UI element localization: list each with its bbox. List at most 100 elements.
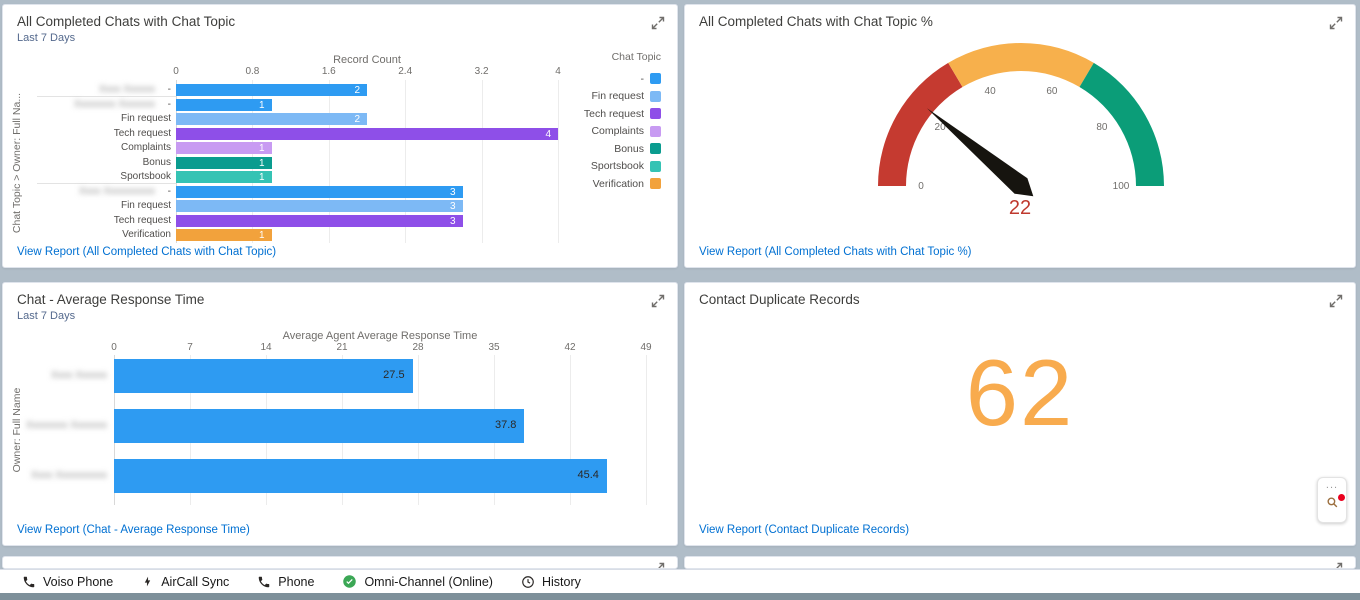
lightning-icon: [141, 575, 154, 588]
gauge-needle: [927, 108, 1034, 197]
owner-name-blurred: Xxxx Xxxxxx: [98, 84, 155, 95]
utility-item-label: Voiso Phone: [43, 574, 114, 589]
expand-icon[interactable]: [649, 560, 667, 568]
docked-utility-widget[interactable]: ...: [1317, 477, 1347, 523]
value-axis-title: Average Agent Average Response Time: [282, 330, 478, 342]
topic-label: -: [167, 185, 171, 197]
bar[interactable]: [176, 171, 272, 183]
legend-swatch: [650, 178, 661, 190]
expand-icon: [658, 562, 665, 568]
utility-bar: Voiso Phone AirCall Sync Phone Omni-Channel…: [0, 569, 1360, 593]
topic-label: Tech request: [113, 214, 171, 226]
panel-title: Chat - Average Response Time: [17, 292, 205, 307]
bar[interactable]: [176, 156, 272, 169]
view-report-link[interactable]: View Report (All Completed Chats with Ch…: [699, 246, 972, 258]
bar[interactable]: [114, 459, 607, 493]
value-axis-title: Record Count: [333, 54, 401, 66]
x-tick-label: 42: [564, 342, 576, 353]
x-tick-label: 0: [111, 342, 117, 353]
topic-label: -: [167, 98, 171, 110]
expand-icon[interactable]: [1327, 14, 1345, 32]
bar[interactable]: [176, 229, 272, 241]
bar[interactable]: [176, 200, 463, 212]
utility-item-aircall-sync[interactable]: AirCall Sync: [127, 570, 243, 593]
bar[interactable]: [176, 185, 463, 198]
bottom-strip: [0, 593, 1360, 600]
legend-swatch: [650, 73, 661, 85]
legend-item: Fin request: [591, 88, 661, 106]
gridline: [481, 80, 483, 243]
panel-partial-right: [684, 556, 1356, 569]
x-tick-label: 0: [173, 66, 179, 77]
bar[interactable]: [114, 409, 525, 443]
legend-label: Bonus: [614, 142, 644, 155]
phone-icon: [257, 575, 271, 589]
bar[interactable]: [176, 127, 558, 140]
gauge-tick-label: 40: [985, 86, 997, 97]
bar[interactable]: [114, 359, 413, 393]
legend-label: Fin request: [591, 90, 644, 103]
panel-subtitle: Last 7 Days: [17, 310, 76, 322]
panel-chat-average-response-time: Chat - Average Response Time Last 7 Days…: [2, 282, 678, 546]
phone-icon: [22, 575, 36, 589]
utility-item-history[interactable]: History: [507, 570, 595, 593]
x-tick-label: 3.2: [474, 66, 489, 77]
panel-all-completed-chats-with-chat-topic: All Completed Chats with Chat Topic Last…: [2, 4, 678, 268]
gauge-value: 22: [1008, 197, 1032, 219]
view-report-link[interactable]: View Report (Contact Duplicate Records): [699, 524, 910, 536]
expand-icon[interactable]: [649, 292, 667, 310]
view-report-link[interactable]: View Report (All Completed Chats with Ch…: [17, 246, 277, 258]
panel-subtitle: Last 7 Days: [17, 32, 76, 44]
gauge-tick-label: 20: [935, 122, 947, 133]
expand-icon: [1336, 562, 1343, 568]
topic-label: Bonus: [142, 156, 171, 168]
bar[interactable]: [176, 142, 272, 154]
legend-swatch: [650, 108, 661, 120]
x-tick-label: 0.8: [245, 66, 260, 77]
legend-label: Tech request: [583, 107, 644, 120]
expand-icon: [1329, 16, 1343, 30]
legend-item: Verification: [593, 175, 661, 193]
topic-label: Sportsbook: [120, 171, 171, 182]
bar[interactable]: [176, 113, 367, 125]
owner-name-blurred: Xxxx Xxxxxxxxxx: [30, 470, 107, 481]
utility-item-label: Phone: [278, 574, 315, 589]
legend: Chat Topic - Fin request Tech request Compla…: [584, 51, 661, 193]
x-tick-label: 28: [412, 342, 424, 353]
magnifier-icon: [1326, 497, 1337, 508]
panel-title: All Completed Chats with Chat Topic %: [699, 14, 933, 29]
response-bar-chart: Average Agent Average Response Time 0 7 14 2…: [3, 283, 677, 545]
x-tick-label: 21: [336, 342, 348, 353]
utility-item-omni-channel-online-[interactable]: Omni-Channel (Online): [328, 570, 507, 593]
utility-item-label: AirCall Sync: [161, 574, 230, 589]
x-tick-label: 4: [555, 66, 561, 77]
topic-label: Tech request: [113, 127, 171, 139]
category-axis-title: Owner: Full Name: [11, 387, 23, 473]
expand-icon[interactable]: [649, 14, 667, 32]
x-tick-label: 2.4: [398, 66, 413, 77]
legend-item: -: [641, 70, 661, 88]
bar[interactable]: [176, 84, 367, 96]
legend-swatch: [650, 143, 661, 155]
utility-item-label: History: [541, 574, 581, 589]
bar[interactable]: [176, 98, 272, 111]
drag-handle-dots[interactable]: ...: [1325, 479, 1339, 491]
panel-title: All Completed Chats with Chat Topic: [17, 14, 236, 29]
utility-item-voiso-phone[interactable]: Voiso Phone: [8, 570, 127, 593]
expand-icon[interactable]: [1327, 560, 1345, 568]
owner-name-blurred: Xxxx Xxxxxxxxxx: [78, 185, 155, 197]
legend-title: Chat Topic: [611, 51, 661, 63]
bar[interactable]: [176, 214, 463, 227]
utility-item-phone[interactable]: Phone: [243, 570, 328, 593]
group-separator: [37, 96, 176, 97]
topic-label: Fin request: [120, 113, 171, 124]
category-axis-title: Chat Topic > Owner: Full Na...: [11, 92, 23, 234]
legend-label: Sportsbook: [590, 160, 644, 173]
expand-icon[interactable]: [1327, 292, 1345, 310]
topic-bar-chart: Record Count 0 0.8 1.6 2.4 3.2 4 Chat Topic - Fin…: [3, 5, 677, 267]
search-badge-icon[interactable]: [1318, 493, 1346, 509]
x-tick-label: 7: [187, 342, 193, 353]
topic-label: Fin request: [120, 200, 171, 211]
view-report-link[interactable]: View Report (Chat - Average Response Tim…: [17, 524, 250, 536]
panel-all-completed-chats-with-chat-topic-pct: All Completed Chats with Chat Topic % 0 2…: [684, 4, 1356, 268]
